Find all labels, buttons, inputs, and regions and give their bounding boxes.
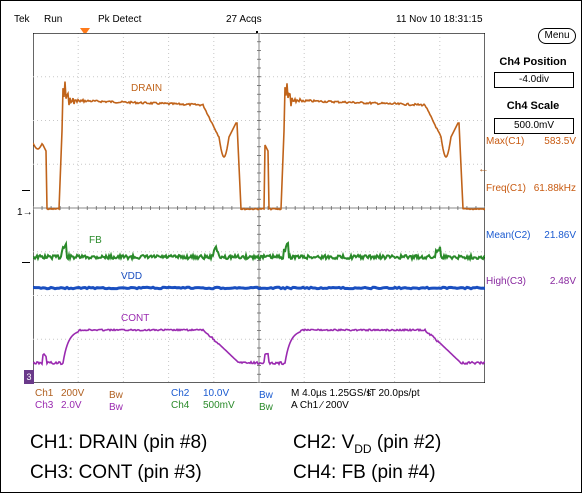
caption-ch4: CH4: FB (pin #4)	[293, 462, 436, 483]
side-menu-panel: Ch4 Position -4.0div Ch4 Scale 500.0mV M…	[486, 46, 580, 382]
trigger-position-marker-icon	[80, 28, 90, 35]
waveform-canvas	[33, 33, 485, 383]
trigger-setting: A Ch1 ∕ 200V	[291, 400, 349, 411]
timebase: M 4.0µs 1.25GS/s	[291, 388, 372, 399]
measurement-freq-c1: Freq(C1) 61.88kHz	[486, 183, 576, 194]
ch1-ground-marker-icon: 1→	[17, 207, 33, 218]
ch2-bandwidth-limit-icon: Bw	[259, 390, 273, 401]
ch4-scale-title: Ch4 Scale	[506, 100, 560, 112]
acquisition-mode: Pk Detect	[98, 14, 142, 25]
ch4-position-value[interactable]: -4.0div	[494, 72, 574, 88]
measurement-max-c1: Max(C1) 583.5V	[486, 136, 576, 147]
ch4-scale-value[interactable]: 500.0mV	[494, 118, 574, 134]
ch2-label: Ch2	[171, 388, 190, 399]
ch4-offset-arrow-icon: ←	[478, 163, 489, 175]
trace-vdd	[33, 285, 485, 291]
ch3-ground-marker-icon: 3	[24, 370, 34, 384]
caption-ch1: CH1: DRAIN (pin #8)	[30, 432, 208, 453]
trace-label-cont: CONT	[121, 313, 150, 324]
trace-drain	[33, 81, 485, 211]
waveform-display: DRAIN FB VDD CONT	[33, 33, 485, 383]
caption-ch2: CH2: VDD (pin #2)	[293, 432, 442, 456]
ch4-bandwidth-limit-icon: Bw	[259, 402, 273, 413]
caption-ch3: CH3: CONT (pin #3)	[30, 462, 202, 483]
trace-label-vdd: VDD	[121, 271, 143, 282]
ch1-label: Ch1	[35, 388, 54, 399]
ch2-scale: 10.0V	[203, 388, 230, 399]
graticule	[33, 33, 485, 383]
left-edge-tick	[22, 262, 30, 263]
ch1-scale: 200V	[61, 388, 85, 399]
trace-cont	[33, 327, 485, 367]
brand-label: Tek	[14, 14, 30, 25]
measurement-high-c3: High(C3) 2.48V	[486, 276, 576, 287]
scope-status-bar: Tek Run Pk Detect 27 Acqs 11 Nov 10 18:3…	[0, 0, 582, 32]
trace-fb	[33, 240, 485, 263]
ch4-label: Ch4	[171, 400, 190, 411]
ch4-position-title: Ch4 Position	[499, 56, 567, 68]
date-time: 11 Nov 10 18:31:15	[396, 14, 483, 25]
acquisition-count: 27 Acqs	[226, 14, 262, 25]
ch3-bandwidth-limit-icon: Bw	[109, 402, 123, 413]
ch1-bandwidth-limit-icon: Bw	[109, 390, 123, 401]
ch4-scale: 500mV	[203, 400, 235, 411]
trace-label-drain: DRAIN	[131, 83, 163, 94]
menu-button[interactable]: Menu	[538, 28, 576, 44]
run-state: Run	[44, 14, 63, 25]
channel-settings-bar: Ch1 200V Ch3 2.0V Bw Bw Ch2 10.0V Ch4 50…	[33, 386, 485, 416]
trace-label-fb: FB	[89, 235, 102, 246]
interpolation: IT 20.0ps/pt	[367, 388, 420, 399]
ch3-scale: 2.0V	[61, 400, 82, 411]
ch3-label: Ch3	[35, 400, 54, 411]
measurement-mean-c2: Mean(C2) 21.86V	[486, 230, 576, 241]
left-edge-tick	[22, 190, 30, 191]
